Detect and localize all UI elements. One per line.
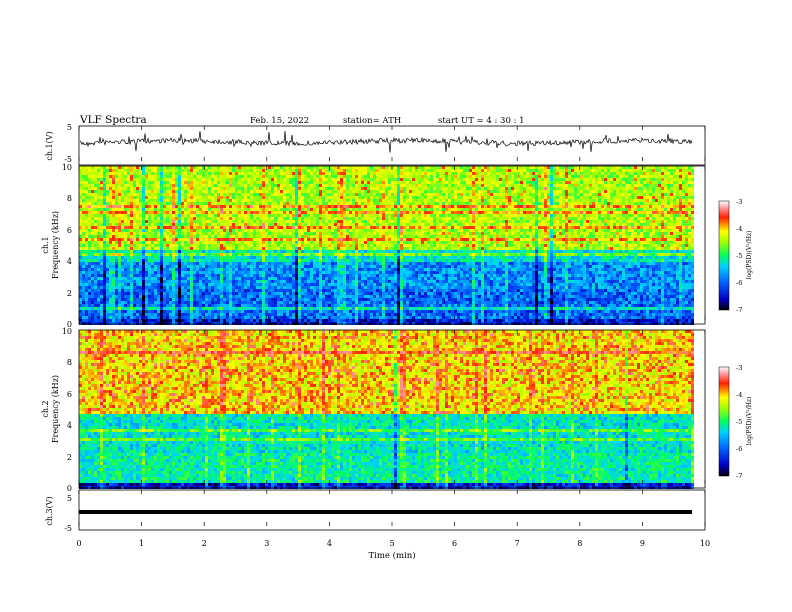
cb2-label: log(PSD)(V²/Hz) [746,397,753,446]
ch1-spectrogram-panel: 10 8 6 4 2 0 ch.1 Frequency (kHz) [41,163,705,329]
ch2-spectrogram-panel: 10 8 6 4 2 0 ch.2 Frequency (kHz) [41,327,705,493]
ch2-freq-axis-label: Frequency (kHz) [51,375,60,443]
station-label: station= ATH [343,116,401,126]
ch2-channel-label: ch.2 [41,400,50,417]
ch2-freq-tick-4: 4 [67,421,72,430]
cb1-tick-m3: -3 [736,198,742,206]
x-tick-label-7: 7 [515,539,520,548]
ch2-freq-tick-0: 0 [67,484,72,493]
ch1-channel-label: ch.1 [41,236,50,253]
x-tick-label-9: 9 [640,539,645,548]
ch2-spectrogram-image [79,330,694,489]
ch3-ytick-bottom: -5 [64,524,72,533]
ch3-waveform-panel: 5 -5 ch.3(V) Time (min) [45,490,705,561]
x-tick-label-2: 2 [202,539,207,548]
ch3-ylabel: ch.3(V) [45,496,54,525]
x-tick-label-6: 6 [452,539,457,548]
cb2-tick-m5: -5 [736,418,742,426]
ch1-freq-tick-6: 6 [67,226,72,235]
x-tick-label-1: 1 [139,539,144,548]
ch1-freq-tick-2: 2 [67,289,72,298]
cb2-tick-m7: -7 [736,472,742,480]
x-tick-label-8: 8 [577,539,582,548]
ch3-ytick-top: 5 [67,494,72,503]
ch1-spectrogram-image [79,166,694,325]
date-label: Feb. 15, 2022 [250,116,309,126]
cb1-tick-m7: -7 [736,306,742,314]
figure-title: VLF Spectra [79,114,147,126]
ch1-freq-tick-4: 4 [67,257,72,266]
ch1-ylabel: ch.1(V) [45,131,54,160]
x-tick-label-10: 10 [700,539,710,548]
x-tick-label-3: 3 [264,539,269,548]
ch2-colorbar: -3 -4 -5 -6 -7 log(PSD)(V²/Hz) [719,364,753,480]
ch1-colorbar: -3 -4 -5 -6 -7 log(PSD)(V²/Hz) [719,198,753,314]
ch2-freq-tick-6: 6 [67,390,72,399]
cb1-tick-m6: -6 [736,279,742,287]
cb1-tick-m5: -5 [736,252,742,260]
cb2-tick-m4: -4 [736,391,742,399]
ch1-waveform-panel: 5 -5 ch.1(V) [45,123,705,165]
x-tick-label-4: 4 [327,539,332,548]
cb2-tick-m6: -6 [736,445,742,453]
cb2-tick-m3: -3 [736,364,742,372]
x-tick-label-0: 0 [76,539,81,548]
ch1-freq-tick-10: 10 [62,163,72,172]
x-axis-label: Time (min) [368,550,415,561]
ch1-waveform-line [80,131,692,153]
start-time-label: start UT = 4 : 30 : 1 [438,116,525,126]
ch1-freq-axis-label: Frequency (kHz) [51,211,60,279]
ch2-freq-tick-2: 2 [67,453,72,462]
x-tick-label-5: 5 [389,539,394,548]
ch1-freq-tick-8: 8 [67,194,72,203]
ch2-freq-tick-10: 10 [62,327,72,336]
cb1-label: log(PSD)(V²/Hz) [746,231,753,280]
cb1-tick-m4: -4 [736,225,742,233]
ch2-freq-tick-8: 8 [67,358,72,367]
ch1-ytick-top: 5 [67,123,72,132]
